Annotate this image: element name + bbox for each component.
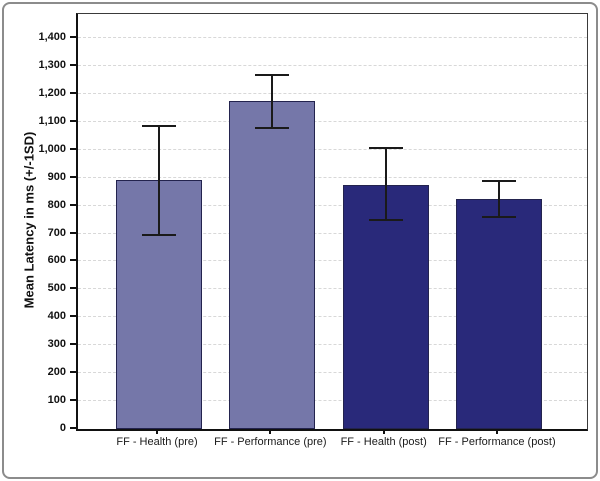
y-tick-label: 200 (47, 366, 66, 379)
y-axis-tick (70, 91, 76, 94)
x-tick-label: FF - Performance (pre) (214, 436, 327, 448)
y-tick-label: 1,200 (38, 86, 66, 99)
gridline (78, 260, 587, 262)
y-tick-label: 100 (47, 394, 66, 407)
error-bar-cap-upper (481, 180, 516, 183)
x-tick-label: FF - Health (post) (340, 436, 427, 448)
error-bar-line (497, 180, 500, 219)
y-axis-tick (70, 371, 76, 374)
x-axis-tick (269, 430, 272, 434)
y-axis-tick (70, 427, 76, 429)
y-axis-tick (70, 315, 76, 318)
y-axis-tick (70, 259, 76, 262)
y-tick-label: 0 (59, 422, 66, 434)
y-tick-label: 1,000 (38, 142, 66, 155)
bar-4 (455, 198, 542, 429)
gridline (78, 400, 587, 402)
x-tick-label: FF - Performance (post) (438, 436, 556, 448)
gridline (78, 64, 587, 66)
y-tick-label: 800 (47, 198, 66, 211)
error-bar-cap-lower (368, 218, 403, 221)
gridline (78, 232, 587, 234)
y-axis-tick (70, 119, 76, 122)
x-axis-tick (156, 430, 158, 434)
error-bar-line (158, 124, 160, 237)
y-tick-label: 1,300 (38, 58, 66, 71)
bar-2 (229, 100, 316, 429)
bar-3 (342, 184, 429, 429)
y-axis-tick (70, 175, 76, 178)
y-axis-tick (70, 343, 76, 346)
y-tick-label: 400 (47, 310, 66, 323)
gridline (78, 148, 587, 150)
error-bar-cap-upper (142, 124, 176, 127)
error-bar-cap-lower (481, 216, 516, 219)
y-axis-tick (70, 231, 76, 234)
gridline (78, 372, 587, 374)
error-bar-line (271, 74, 274, 129)
y-tick-label: 1,100 (38, 114, 66, 127)
x-axis-tick (495, 430, 498, 434)
error-bar-line (384, 146, 387, 221)
y-tick-label: 300 (47, 338, 66, 351)
y-tick-label: 900 (47, 170, 66, 183)
error-bar-cap-lower (142, 234, 176, 237)
y-axis-tick (70, 63, 76, 66)
y-axis-tick (70, 36, 76, 38)
gridline (78, 204, 587, 206)
gridline (78, 176, 587, 178)
gridline (78, 288, 587, 290)
y-tick-label: 500 (47, 282, 66, 295)
gridline (78, 344, 587, 346)
gridline (78, 37, 587, 38)
gridline (78, 316, 587, 318)
x-tick-label: FF - Health (pre) (116, 436, 198, 448)
y-tick-label: 1,400 (38, 31, 66, 43)
y-axis-tick (70, 203, 76, 206)
y-axis-tick (70, 147, 76, 150)
y-tick-label: 600 (47, 254, 66, 267)
plot-area (76, 13, 588, 431)
gridline (78, 120, 587, 122)
error-bar-cap-lower (255, 126, 290, 129)
error-bar-cap-upper (255, 74, 290, 77)
x-axis-tick (382, 430, 385, 434)
y-axis-tick (70, 287, 76, 290)
gridline (78, 92, 587, 94)
y-tick-label: 700 (47, 226, 66, 239)
error-bar-cap-upper (368, 146, 403, 149)
y-axis-tick (70, 399, 76, 402)
